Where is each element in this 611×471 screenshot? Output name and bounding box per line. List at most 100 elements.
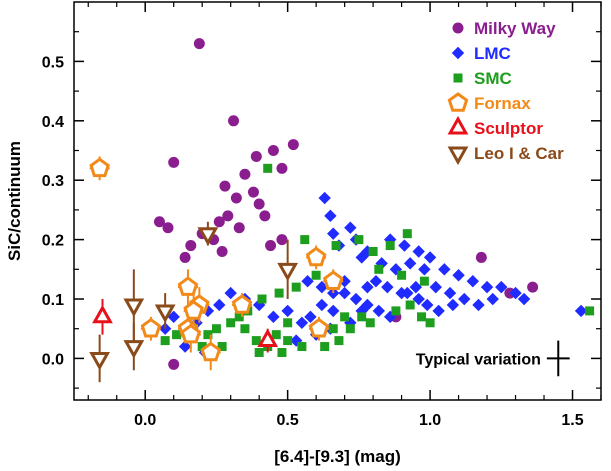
data-point xyxy=(334,336,344,346)
data-point xyxy=(180,323,202,344)
data-point xyxy=(322,270,344,290)
data-point xyxy=(412,245,425,258)
data-point xyxy=(162,222,174,234)
data-point xyxy=(123,298,145,318)
y-axis-title: SiC/continuum xyxy=(5,141,24,261)
data-point xyxy=(276,234,288,246)
legend-marker xyxy=(447,115,469,135)
data-point xyxy=(140,317,162,338)
data-point xyxy=(429,280,442,294)
data-point xyxy=(160,336,170,346)
data-point xyxy=(250,150,262,162)
data-point xyxy=(398,239,411,252)
data-point xyxy=(203,330,213,340)
data-point xyxy=(197,227,219,246)
data-point xyxy=(372,304,386,318)
data-point xyxy=(369,274,383,288)
data-point xyxy=(304,310,317,324)
y-tick-label: 0.1 xyxy=(42,292,64,309)
data-point xyxy=(421,298,434,312)
x-tick-label: 0.0 xyxy=(134,412,156,429)
y-tick-label: 0.0 xyxy=(42,351,64,368)
data-point xyxy=(419,276,429,286)
data-point xyxy=(327,304,340,318)
data-point xyxy=(216,245,228,257)
data-point xyxy=(234,312,244,322)
data-point xyxy=(263,163,273,173)
y-tick-label: 0.4 xyxy=(42,114,64,131)
data-point xyxy=(213,298,226,312)
data-point xyxy=(200,341,222,362)
x-axis-title: [6.4]-[9.3] (mag) xyxy=(274,447,401,466)
data-point xyxy=(368,246,378,256)
data-point xyxy=(365,318,375,328)
data-point xyxy=(253,198,265,210)
data-point xyxy=(291,282,301,292)
x-tick-label: 1.0 xyxy=(419,412,441,429)
data-point xyxy=(374,264,384,274)
data-point xyxy=(527,281,539,293)
data-point xyxy=(409,280,423,294)
data-point xyxy=(355,251,368,264)
data-point xyxy=(274,288,284,298)
data-point xyxy=(251,336,261,346)
legend-label: SMC xyxy=(474,69,512,88)
y-tick-label: 0.5 xyxy=(42,54,64,71)
data-point xyxy=(495,280,508,294)
data-point xyxy=(222,210,234,222)
legend-label: LMC xyxy=(474,44,511,63)
data-point xyxy=(211,324,221,334)
data-point xyxy=(403,257,417,270)
data-point xyxy=(585,306,595,316)
data-point xyxy=(271,330,281,340)
data-point xyxy=(418,263,431,276)
data-point xyxy=(168,358,180,370)
data-point xyxy=(357,312,367,322)
data-point xyxy=(267,310,280,324)
data-point xyxy=(254,347,264,357)
data-point xyxy=(331,241,341,251)
data-point xyxy=(295,316,309,329)
legend-marker xyxy=(447,146,469,166)
data-point xyxy=(381,280,394,294)
data-point xyxy=(315,298,329,312)
data-point xyxy=(219,180,231,192)
data-point xyxy=(327,227,340,240)
data-point xyxy=(185,240,197,252)
legend-marker xyxy=(452,22,464,34)
typical-variation-label: Typical variation xyxy=(416,351,541,368)
data-point xyxy=(283,336,293,346)
data-point xyxy=(89,351,111,371)
data-point xyxy=(349,292,363,306)
data-point xyxy=(281,304,294,318)
data-point xyxy=(123,340,145,359)
data-point xyxy=(239,168,251,180)
legend-label: Leo I & Car xyxy=(474,144,564,163)
data-point xyxy=(217,342,227,352)
data-point xyxy=(438,263,451,276)
data-point xyxy=(472,298,485,312)
data-point xyxy=(446,298,460,312)
data-point xyxy=(257,294,267,304)
plot-frame xyxy=(73,1,602,401)
data-point xyxy=(391,306,401,316)
data-point xyxy=(183,300,204,320)
data-point xyxy=(213,216,225,228)
data-point xyxy=(432,304,445,318)
data-point xyxy=(466,274,480,288)
data-point xyxy=(178,340,192,353)
data-point xyxy=(458,292,471,306)
x-tick-label: 1.5 xyxy=(561,412,583,429)
data-point xyxy=(452,269,465,282)
data-point xyxy=(340,312,350,322)
data-point xyxy=(324,209,337,223)
data-point xyxy=(300,235,310,245)
data-point xyxy=(233,222,245,234)
data-point xyxy=(276,162,288,174)
legend-label: Sculptor xyxy=(474,119,543,138)
data-point xyxy=(89,157,110,178)
y-tick-label: 0.2 xyxy=(42,233,64,250)
data-point xyxy=(168,156,180,168)
data-point xyxy=(259,210,271,222)
data-point xyxy=(177,276,199,296)
